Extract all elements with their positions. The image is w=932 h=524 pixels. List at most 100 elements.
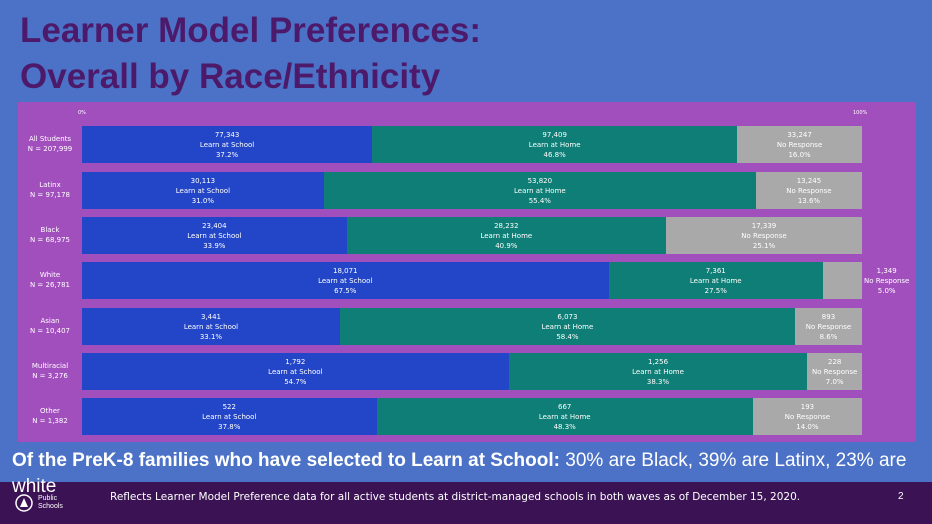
category-name: Multiracial bbox=[31, 362, 69, 370]
data-label-count: 77,343 bbox=[214, 130, 240, 139]
data-label-percent: 31.0% bbox=[191, 196, 215, 205]
data-label-percent: 7.0% bbox=[825, 377, 844, 386]
no-response-segment: 893 No Response 8.6% bbox=[794, 308, 862, 345]
data-label-series: Learn at School bbox=[175, 186, 231, 195]
data-label-series: No Response bbox=[741, 231, 787, 240]
learn-at-school-segment: 522 Learn at School 37.8% bbox=[82, 398, 377, 435]
data-label-count: 193 bbox=[800, 402, 815, 411]
data-label-count: 1,349 bbox=[876, 266, 897, 275]
data-label-series: Learn at School bbox=[202, 412, 257, 421]
row-label: Latinx N = 97,178 bbox=[20, 180, 80, 200]
data-label-percent: 55.4% bbox=[528, 196, 551, 205]
learn-at-school-segment: 1,792 Learn at School 54.7% bbox=[82, 353, 509, 390]
data-label-percent: 37.2% bbox=[215, 150, 239, 159]
no-response-segment: 33,247 No Response 16.0% bbox=[737, 126, 862, 163]
data-label-percent: 5.0% bbox=[877, 286, 896, 295]
learn-at-home-segment: 28,232 Learn at Home 40.9% bbox=[346, 217, 666, 254]
bar-row: 77,343 Learn at School 37.2% 97,409 Learn at… bbox=[82, 126, 862, 163]
slide-number: 2 bbox=[898, 491, 904, 502]
row-label: White N = 26,781 bbox=[20, 270, 80, 290]
learn-at-home-segment: 7,361 Learn at Home 27.5% bbox=[608, 262, 823, 299]
data-label-percent: 33.1% bbox=[199, 332, 223, 341]
no-response-segment: 17,339 No Response 25.1% bbox=[666, 217, 862, 254]
data-label-series: No Response bbox=[786, 186, 832, 195]
learn-at-school-segment: 3,441 Learn at School 33.1% bbox=[82, 308, 340, 345]
category-name: Other bbox=[40, 407, 60, 415]
data-label-series: Learn at Home bbox=[480, 231, 533, 240]
no-response-segment: 13,245 No Response 13.6% bbox=[755, 172, 862, 209]
data-label-series: Learn at School bbox=[199, 140, 255, 149]
category-n: N = 1,382 bbox=[32, 417, 68, 425]
data-label-count: 6,073 bbox=[557, 312, 578, 321]
learn-at-home-segment: 1,256 Learn at Home 38.3% bbox=[508, 353, 808, 390]
learn-at-home-segment: 53,820 Learn at Home 55.4% bbox=[323, 172, 756, 209]
data-label-percent: 13.6% bbox=[797, 196, 821, 205]
row-label: Black N = 68,975 bbox=[20, 225, 80, 245]
summary-rest: 30% are Black, 39% are Latinx, 23% are w… bbox=[12, 450, 907, 497]
data-label-percent: 14.0% bbox=[796, 422, 819, 431]
title-line-2: Overall by Race/Ethnicity bbox=[20, 57, 441, 96]
summary-text: Of the PreK-8 families who have selected… bbox=[12, 448, 927, 500]
bar-row: 3,441 Learn at School 33.1% 6,073 Learn at H… bbox=[82, 308, 862, 345]
data-label-count: 53,820 bbox=[527, 176, 553, 185]
data-label-series: Learn at Home bbox=[689, 276, 742, 285]
data-label-percent: 33.9% bbox=[203, 241, 226, 250]
data-label-percent: 8.6% bbox=[819, 332, 838, 341]
data-label-count: 97,409 bbox=[542, 130, 567, 139]
learn-at-school-segment: 77,343 Learn at School 37.2% bbox=[82, 126, 373, 163]
data-label-percent: 67.5% bbox=[334, 286, 357, 295]
data-label-count: 667 bbox=[558, 402, 572, 411]
row-label: All Students N = 207,999 bbox=[20, 134, 80, 154]
data-label-count: 522 bbox=[222, 402, 236, 411]
data-label-series: Learn at Home bbox=[541, 322, 594, 331]
learn-at-school-segment: 30,113 Learn at School 31.0% bbox=[82, 172, 324, 209]
axis-max-label: 100% bbox=[853, 110, 868, 116]
learn-at-home-segment: 667 Learn at Home 48.3% bbox=[376, 398, 753, 435]
category-name: White bbox=[39, 271, 61, 279]
learn-at-school-segment: 23,404 Learn at School 33.9% bbox=[82, 217, 347, 254]
category-name: Asian bbox=[40, 317, 60, 325]
learn-at-home-segment: 97,409 Learn at Home 46.8% bbox=[372, 126, 738, 163]
data-label-percent: 48.3% bbox=[553, 422, 576, 431]
data-label-series: Learn at Home bbox=[528, 140, 581, 149]
bar-row: 1,792 Learn at School 54.7% 1,256 Learn at H… bbox=[82, 353, 862, 390]
learn-at-home-segment: 6,073 Learn at Home 58.4% bbox=[339, 308, 795, 345]
data-label-count: 893 bbox=[821, 312, 836, 321]
logo-icon bbox=[15, 494, 33, 512]
category-n: N = 26,781 bbox=[29, 281, 71, 289]
footnote: Reflects Learner Model Preference data f… bbox=[110, 491, 801, 503]
data-label-count: 228 bbox=[828, 357, 842, 366]
data-label-count: 18,071 bbox=[332, 266, 358, 275]
footer-band bbox=[0, 482, 932, 524]
title-line-1: Learner Model Preferences: bbox=[20, 11, 482, 50]
data-label-percent: 27.5% bbox=[704, 286, 727, 295]
data-label-percent: 37.8% bbox=[218, 422, 241, 431]
data-label-count: 23,404 bbox=[202, 221, 227, 230]
data-label-percent: 25.1% bbox=[752, 241, 776, 250]
data-label-percent: 58.4% bbox=[556, 332, 579, 341]
category-name: Latinx bbox=[39, 181, 61, 189]
category-n: N = 68,975 bbox=[29, 236, 71, 244]
data-label-series: Learn at Home bbox=[538, 412, 591, 421]
row-label: Other N = 1,382 bbox=[20, 406, 80, 426]
district-logo: Public Schools bbox=[14, 493, 63, 513]
data-label-percent: 38.3% bbox=[646, 377, 670, 386]
no-response-segment: 193 No Response 14.0% bbox=[752, 398, 862, 435]
learn-at-school-segment: 18,071 Learn at School 67.5% bbox=[82, 262, 609, 299]
data-label-count: 17,339 bbox=[751, 221, 777, 230]
category-name: All Students bbox=[28, 135, 72, 143]
data-label-percent: 46.8% bbox=[543, 150, 566, 159]
data-label-series: Learn at Home bbox=[513, 186, 566, 195]
data-label-count: 28,232 bbox=[494, 221, 519, 230]
data-label-count: 7,361 bbox=[705, 266, 726, 275]
data-label-percent: 40.9% bbox=[495, 241, 518, 250]
data-label-series: Learn at School bbox=[318, 276, 373, 285]
bar-row: 18,071 Learn at School 67.5% 7,361 Learn at … bbox=[82, 262, 909, 299]
data-label-series: Learn at School bbox=[187, 231, 242, 240]
data-label-series: Learn at School bbox=[183, 322, 239, 331]
category-n: N = 10,407 bbox=[29, 327, 71, 335]
no-response-segment: 1,349 No Response 5.0% bbox=[823, 262, 909, 299]
row-label: Multiracial N = 3,276 bbox=[20, 361, 80, 381]
logo-text-line1: Public bbox=[38, 495, 58, 502]
data-label-count: 33,247 bbox=[787, 130, 812, 139]
